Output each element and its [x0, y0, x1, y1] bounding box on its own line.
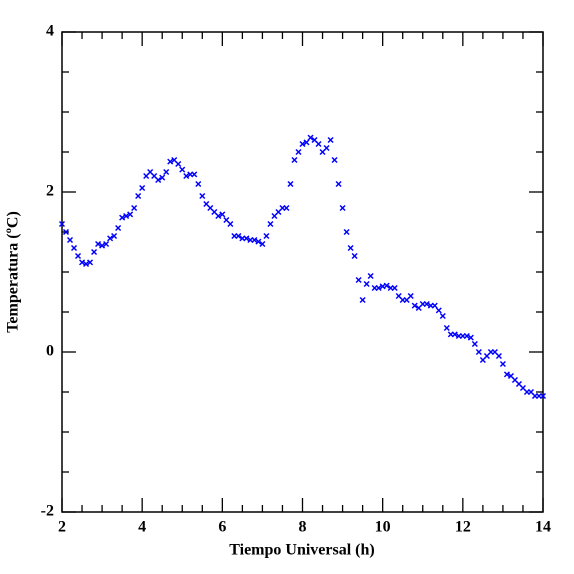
- point: [383, 282, 390, 289]
- point: [439, 312, 446, 320]
- point: [111, 232, 118, 240]
- point: [339, 204, 346, 212]
- point: [335, 180, 342, 188]
- x-tick-label: 10: [375, 519, 391, 536]
- point: [119, 214, 126, 221]
- point: [451, 331, 458, 338]
- point: [263, 232, 270, 240]
- point: [363, 280, 370, 288]
- point: [131, 204, 138, 212]
- point: [539, 392, 547, 400]
- x-tick-label: 2: [58, 519, 66, 536]
- point: [463, 332, 470, 340]
- point: [499, 360, 506, 368]
- y-tick-label: 4: [46, 23, 54, 40]
- point: [407, 292, 414, 300]
- point: [251, 236, 258, 244]
- point: [367, 272, 374, 280]
- x-tick-label: 14: [535, 519, 551, 536]
- point: [195, 180, 202, 188]
- point: [103, 240, 110, 248]
- x-tick-label: 4: [138, 519, 146, 536]
- point: [443, 324, 450, 332]
- point: [283, 204, 290, 212]
- point: [215, 212, 222, 220]
- x-tick-label: 12: [455, 519, 471, 536]
- point: [175, 160, 182, 168]
- point: [135, 192, 142, 200]
- point: [435, 307, 442, 314]
- point: [235, 232, 242, 240]
- x-tick-label: 8: [299, 519, 307, 536]
- point: [227, 220, 234, 228]
- point: [323, 144, 330, 152]
- point: [359, 296, 366, 304]
- point: [295, 148, 302, 156]
- point: [167, 158, 174, 165]
- point: [375, 284, 382, 292]
- y-tick-label: 0: [46, 343, 54, 360]
- y-tick-label: 2: [46, 183, 54, 200]
- point: [315, 140, 322, 148]
- point: [259, 240, 266, 248]
- point: [307, 134, 314, 141]
- point: [139, 184, 146, 192]
- point: [287, 180, 294, 188]
- point: [115, 224, 122, 232]
- point: [199, 192, 206, 200]
- point: [423, 300, 430, 308]
- point: [99, 242, 106, 249]
- point: [183, 172, 190, 180]
- point: [155, 176, 162, 184]
- point: [347, 244, 354, 252]
- point: [83, 260, 90, 268]
- x-tick-label: 6: [218, 519, 226, 536]
- point: [327, 136, 334, 144]
- point: [62, 228, 70, 236]
- point: [391, 284, 398, 292]
- point: [75, 252, 82, 260]
- point: [343, 228, 350, 236]
- point: [303, 139, 310, 146]
- point: [267, 220, 274, 228]
- x-axis-label: Tiempo Universal (h): [229, 542, 374, 559]
- point: [191, 171, 198, 178]
- point: [123, 212, 130, 220]
- point: [219, 211, 226, 218]
- point: [179, 166, 186, 173]
- point: [255, 238, 262, 245]
- point: [87, 259, 94, 266]
- point: [351, 252, 358, 260]
- point: [471, 340, 478, 348]
- point: [291, 156, 298, 164]
- point: [411, 302, 418, 309]
- point: [467, 334, 474, 341]
- point: [495, 352, 502, 360]
- point: [299, 140, 306, 148]
- point: [70, 244, 78, 252]
- point: [503, 371, 510, 378]
- point: [243, 235, 250, 242]
- y-tick-label: -2: [41, 503, 54, 520]
- point: [107, 235, 114, 242]
- point: [475, 348, 482, 356]
- point: [331, 156, 338, 164]
- point: [66, 236, 74, 244]
- point: [95, 240, 102, 248]
- point: [355, 276, 362, 284]
- point: [79, 259, 86, 266]
- point: [159, 174, 166, 181]
- plot-frame: [61, 31, 544, 513]
- point: [431, 302, 438, 309]
- point: [58, 220, 66, 228]
- point: [163, 168, 170, 176]
- point: [127, 211, 134, 218]
- y-axis-label: Temperatura (ºC): [5, 211, 22, 333]
- point: [91, 248, 98, 256]
